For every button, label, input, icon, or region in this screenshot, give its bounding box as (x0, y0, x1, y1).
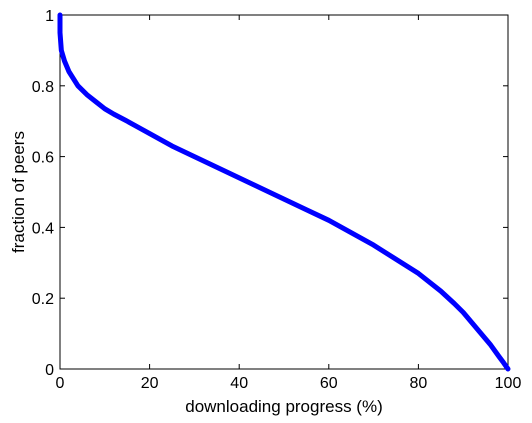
y-tick-label: 0.6 (32, 150, 54, 167)
y-axis-label: fraction of peers (9, 131, 28, 253)
y-tick-label: 0.4 (32, 220, 54, 237)
x-tick-label: 100 (495, 375, 522, 392)
x-axis-label: downloading progress (%) (185, 397, 383, 416)
series-layer (57, 12, 511, 372)
plot-frame (59, 14, 509, 370)
y-tick-label: 0.8 (32, 79, 54, 96)
y-tick-label: 1 (45, 8, 54, 25)
y-tick-label: 0.2 (32, 291, 54, 308)
x-tick-label: 0 (56, 375, 65, 392)
y-axis-ticks: 0 0.2 0.4 0.6 0.8 1 (32, 8, 508, 379)
series-line-0 (57, 12, 511, 372)
x-axis-ticks: 0 20 40 60 80 100 (56, 15, 522, 392)
x-tick-label: 80 (410, 375, 428, 392)
x-tick-label: 20 (141, 375, 159, 392)
x-tick-label: 60 (320, 375, 338, 392)
y-tick-label: 0 (45, 362, 54, 379)
x-tick-label: 40 (230, 375, 248, 392)
